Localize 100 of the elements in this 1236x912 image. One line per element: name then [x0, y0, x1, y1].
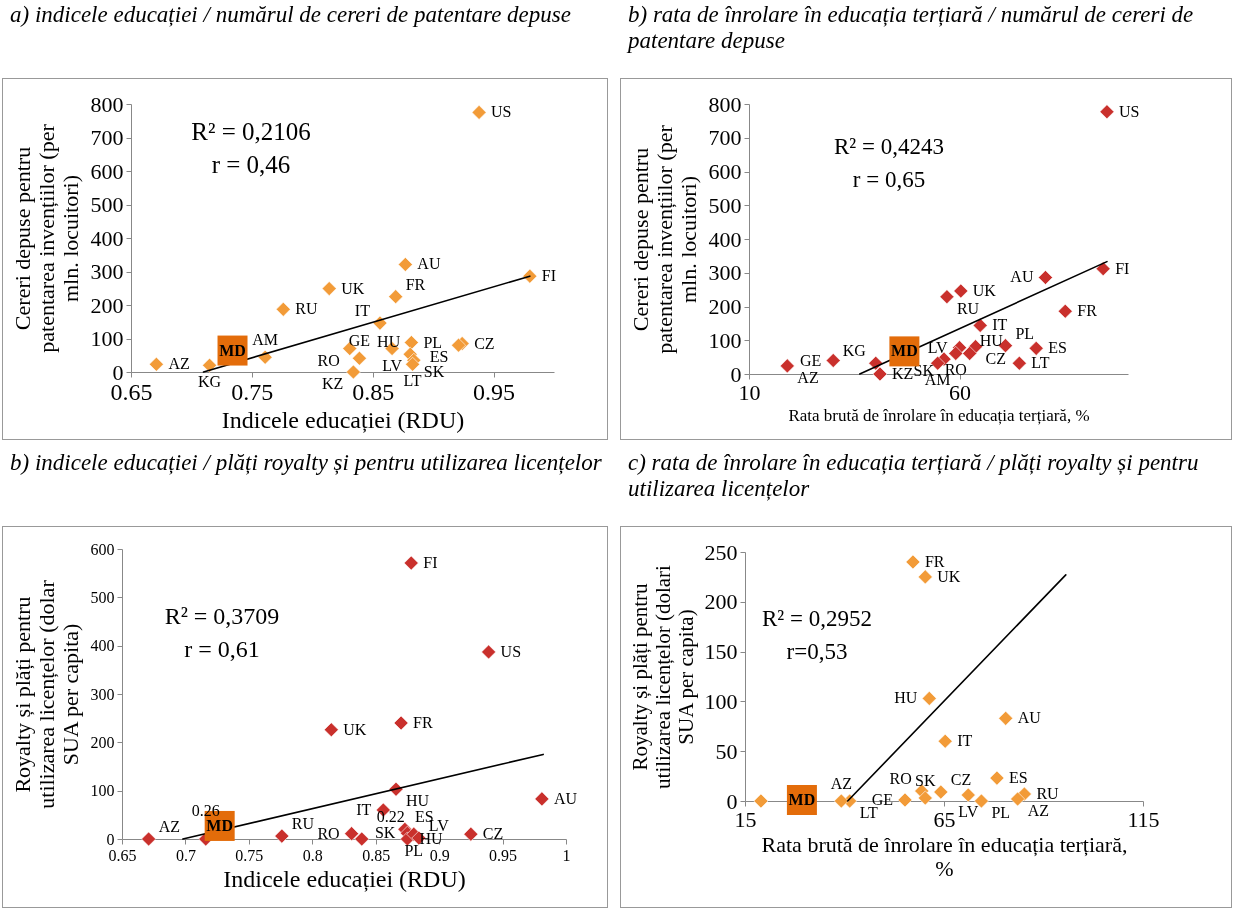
- y-axis-title: Royalty și plăți pentru utilizarea licențelor (dolar SUA per capita): [9, 579, 83, 809]
- data-label: ES: [429, 348, 449, 366]
- point: [1028, 340, 1044, 356]
- data-label: FR: [413, 714, 433, 731]
- data-label: RU: [956, 299, 980, 317]
- y-tick-label: 200: [708, 294, 742, 319]
- y-axis-title: Cereri depuse pentru patentarea invențiilor (per mln. locuitori): [627, 124, 701, 354]
- data-label: AZ: [830, 775, 852, 792]
- data-label: UK: [937, 567, 961, 585]
- x-axis-title: Indicele educației (RDU): [223, 865, 466, 892]
- data-label: PL: [423, 333, 443, 351]
- point: [948, 346, 964, 361]
- x-tick-label: 0.75: [231, 378, 274, 405]
- data-label: GE: [799, 351, 822, 369]
- point: [833, 793, 849, 809]
- x-tick-label: 0.7: [175, 846, 196, 864]
- data-label: KG: [842, 342, 867, 360]
- y-tick-label: 400: [90, 637, 115, 655]
- point: [471, 105, 487, 120]
- data-label: AU: [417, 255, 441, 273]
- annotation: 0.22: [376, 808, 405, 825]
- data-label: LV: [958, 803, 979, 821]
- data-label: LV: [927, 338, 948, 356]
- x-tick-label: 0.9: [429, 846, 450, 864]
- point: [917, 569, 933, 585]
- x-tick-label: 0.85: [352, 378, 395, 405]
- x-tick-label: 60: [949, 379, 972, 405]
- point: [481, 644, 496, 660]
- y-tick-label: 50: [715, 738, 738, 764]
- annotation: R² = 0,2106: [191, 118, 311, 145]
- y-tick-label: 800: [90, 91, 124, 117]
- data-label: LV: [382, 356, 403, 374]
- point: [921, 691, 937, 706]
- annotation: r = 0,65: [852, 167, 926, 192]
- y-tick-label: 0: [112, 359, 124, 385]
- point: [897, 792, 913, 808]
- y-tick-label: 250: [704, 539, 738, 565]
- x-tick-label: 1: [562, 846, 571, 864]
- y-tick-label: 600: [708, 159, 742, 184]
- x-axis-title: Indicele educației (RDU): [221, 406, 465, 433]
- data-label: HU: [894, 689, 918, 707]
- annotation: R² = 0,4243: [834, 134, 944, 159]
- data-label: IT: [356, 801, 372, 818]
- point: [463, 826, 479, 842]
- point: [905, 554, 921, 570]
- point: [825, 353, 841, 368]
- data-label: AZ: [168, 355, 190, 373]
- data-label: AU: [553, 789, 578, 807]
- point: [972, 318, 988, 333]
- x-tick-label: 0.85: [362, 846, 391, 864]
- annotation: r = 0,61: [184, 636, 260, 662]
- y-tick-label: 0: [106, 830, 115, 848]
- data-label: US: [500, 642, 522, 660]
- x-tick-label: 0.8: [302, 846, 323, 864]
- data-label: SK: [374, 824, 396, 842]
- data-label: KZ: [322, 375, 344, 392]
- annotation: R² = 0,2952: [762, 606, 872, 631]
- point: [388, 289, 404, 304]
- annotation: 0.26: [191, 802, 220, 819]
- annotation: R² = 0,3709: [164, 603, 280, 629]
- data-label: AU: [1017, 709, 1042, 727]
- data-label: IT: [354, 302, 371, 320]
- y-tick-label: 300: [90, 685, 115, 703]
- data-label: AZ: [797, 368, 819, 386]
- data-label: HU: [406, 792, 430, 810]
- point: [937, 733, 953, 749]
- data-label: LT: [1031, 354, 1050, 372]
- x-axis-title: Rata brută de înrolare în educația terțiară, %: [761, 831, 1128, 881]
- data-label: FI: [1115, 259, 1130, 277]
- data-label: UK: [343, 720, 367, 738]
- point: [405, 356, 420, 372]
- point: [149, 356, 164, 372]
- annotation: r = 0,46: [211, 151, 291, 178]
- point: [1038, 270, 1053, 285]
- y-tick-label: 150: [704, 639, 738, 665]
- y-tick-label: 600: [90, 158, 124, 184]
- point: [274, 828, 290, 844]
- point: [1011, 355, 1027, 371]
- data-label: FR: [405, 275, 426, 293]
- data-label: ES: [1008, 769, 1028, 787]
- y-tick-label: 700: [708, 125, 742, 151]
- data-label: CZ: [474, 334, 495, 352]
- y-tick-label: 200: [90, 733, 115, 751]
- point: [962, 346, 978, 361]
- y-tick-label: 100: [90, 326, 124, 351]
- data-label: RU: [1036, 785, 1060, 803]
- y-tick-label: 300: [90, 259, 124, 284]
- point: [346, 364, 361, 380]
- data-label: AZ: [158, 818, 180, 835]
- y-tick-label: 0: [730, 361, 742, 387]
- data-label: IT: [957, 732, 973, 750]
- y-tick-label: 300: [708, 260, 742, 286]
- x-tick-label: 0.65: [108, 846, 137, 864]
- x-axis-title: Rata brută de înrolare în educația terțiară, %: [788, 405, 1090, 425]
- data-label: MD: [891, 342, 918, 360]
- point: [872, 366, 888, 382]
- data-label: UK: [341, 279, 365, 297]
- data-label: RO: [317, 351, 340, 369]
- data-label: PL: [1015, 324, 1035, 342]
- point: [939, 289, 955, 305]
